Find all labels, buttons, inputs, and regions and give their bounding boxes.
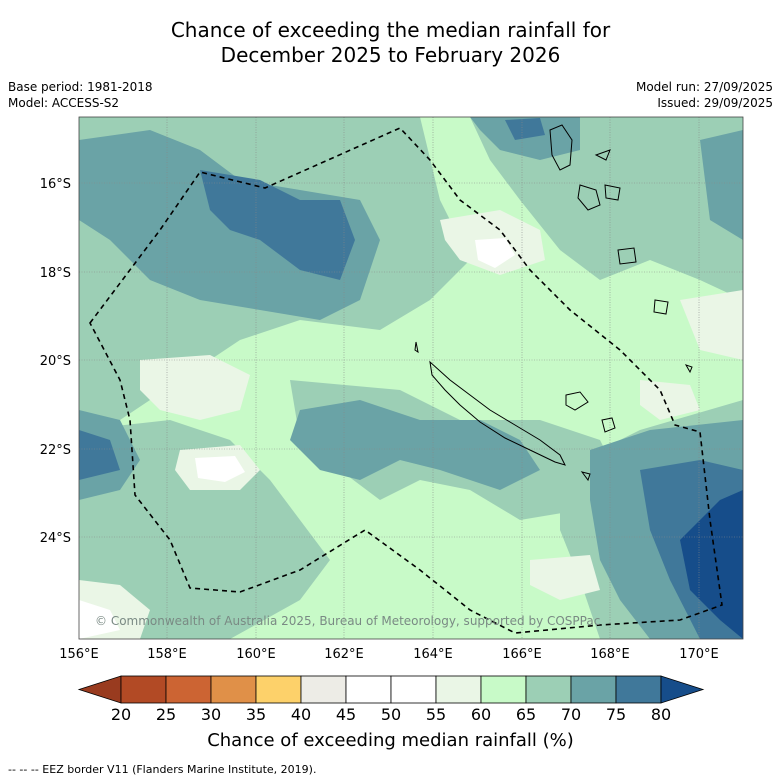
colorbar-tick-label: 50	[381, 705, 401, 724]
island-east-small-2	[684, 364, 693, 374]
colorbar-tick-label: 35	[246, 705, 266, 724]
colorbar-over-arrow	[660, 675, 705, 704]
colorbar-title: Chance of exceeding median rainfall (%)	[207, 730, 574, 751]
lon-label: 156°E	[59, 647, 99, 662]
loyalty-island-1	[565, 391, 589, 411]
map-frame	[78, 116, 744, 640]
colorbar-segment	[615, 675, 662, 704]
contour-50-southwest-corner	[79, 600, 120, 639]
lat-label: 20°S	[40, 354, 71, 369]
colorbar-segment	[525, 675, 572, 704]
colorbar-segment	[570, 675, 617, 704]
gridlines	[79, 117, 743, 639]
meta-left: Base period: 1981-2018 Model: ACCESS-S2	[8, 79, 153, 111]
title-line-1: Chance of exceeding the median rainfall …	[170, 18, 611, 42]
colorbar-segment	[345, 675, 392, 704]
colorbar-tick-label: 40	[291, 705, 311, 724]
contour-70-east	[700, 130, 743, 240]
lon-label: 164°E	[413, 647, 453, 662]
lon-label: 158°E	[147, 647, 187, 662]
contour-50-west-south	[195, 456, 245, 482]
colorbar-segment	[300, 675, 347, 704]
base-period: Base period: 1981-2018	[8, 80, 153, 94]
island-mid-1	[414, 341, 419, 354]
colorbar-tick-label: 20	[111, 705, 131, 724]
eez-footnote: -- -- -- EEZ border V11 (Flanders Marine…	[8, 763, 317, 776]
meta-right: Model run: 27/09/2025 Issued: 29/09/2025	[636, 79, 773, 111]
vanuatu-island-3	[577, 184, 601, 211]
vanuatu-island-5	[617, 247, 637, 265]
eez-border	[89, 127, 723, 634]
map-panel[interactable]	[79, 117, 743, 639]
contour-75-north	[505, 118, 545, 140]
lon-label: 166°E	[502, 647, 542, 662]
lat-label: 22°S	[40, 443, 71, 458]
colorbar-tick-label: 60	[471, 705, 491, 724]
contour-80-southeast	[680, 490, 743, 639]
colorbar-tick-label: 75	[606, 705, 626, 724]
contour-65-southwest	[79, 420, 330, 639]
colorbar-tick-label: 55	[426, 705, 446, 724]
longitude-labels: 156°E 158°E 160°E 162°E 164°E 166°E 168°E 170°E	[59, 647, 719, 662]
loyalty-island-2	[601, 417, 616, 433]
copyright-text: © Commonwealth of Australia 2025, Bureau…	[95, 614, 601, 628]
lon-label: 162°E	[324, 647, 364, 662]
colorbar-segment	[120, 675, 167, 704]
colorbar-tick-label: 45	[336, 705, 356, 724]
vanuatu-island-1	[549, 124, 573, 171]
colorbar-segment	[255, 675, 302, 704]
model-run: Model run: 27/09/2025	[635, 80, 773, 94]
lat-label: 16°S	[40, 177, 71, 192]
colorbar-segment	[390, 675, 437, 704]
chart-title: Chance of exceeding the median rainfall …	[0, 18, 781, 68]
lon-label: 168°E	[590, 647, 630, 662]
issued-date: Issued: 29/09/2025	[657, 96, 773, 110]
vanuatu-island-6	[653, 299, 669, 315]
coastlines	[414, 124, 693, 482]
colorbar-tick-label: 80	[651, 705, 671, 724]
lat-label: 24°S	[40, 531, 71, 546]
contour-70-north	[470, 117, 580, 160]
contour-55-southeast-mid	[640, 380, 700, 420]
colorbar-tick-label: 65	[516, 705, 536, 724]
contour-75-far-west	[79, 430, 120, 480]
contour-55-center-west	[140, 355, 250, 420]
title-line-2: December 2025 to February 2026	[220, 43, 561, 67]
colorbar-under-arrow	[77, 675, 122, 704]
contour-75-west	[200, 170, 355, 280]
lon-label: 170°E	[679, 647, 719, 662]
island-east-small	[580, 471, 591, 482]
contour-70-south-center	[290, 400, 540, 490]
colorbar-segment	[480, 675, 527, 704]
vanuatu-island-2	[594, 149, 611, 161]
colorbar-segment	[165, 675, 212, 704]
colorbar-segment	[435, 675, 482, 704]
contour-55-east-mid	[680, 290, 743, 360]
contour-50-east	[475, 238, 515, 268]
new-caledonia-coast	[429, 360, 566, 466]
colorbar-tick-label: 30	[201, 705, 221, 724]
colorbar-tick-label: 70	[561, 705, 581, 724]
colorbar-segment	[210, 675, 257, 704]
lon-label: 160°E	[236, 647, 276, 662]
colorbar-tick-label: 25	[156, 705, 176, 724]
colorbar: 20 25 30 35 40 45 50 55 60 65 70 75 80	[77, 675, 705, 724]
contour-55-south	[530, 555, 600, 600]
model-name: Model: ACCESS-S2	[8, 96, 120, 110]
contour-65-northeast	[470, 117, 743, 300]
latitude-labels: 16°S 18°S 20°S 22°S 24°S	[40, 177, 71, 546]
vanuatu-island-4	[604, 184, 621, 201]
lat-label: 18°S	[40, 266, 71, 281]
